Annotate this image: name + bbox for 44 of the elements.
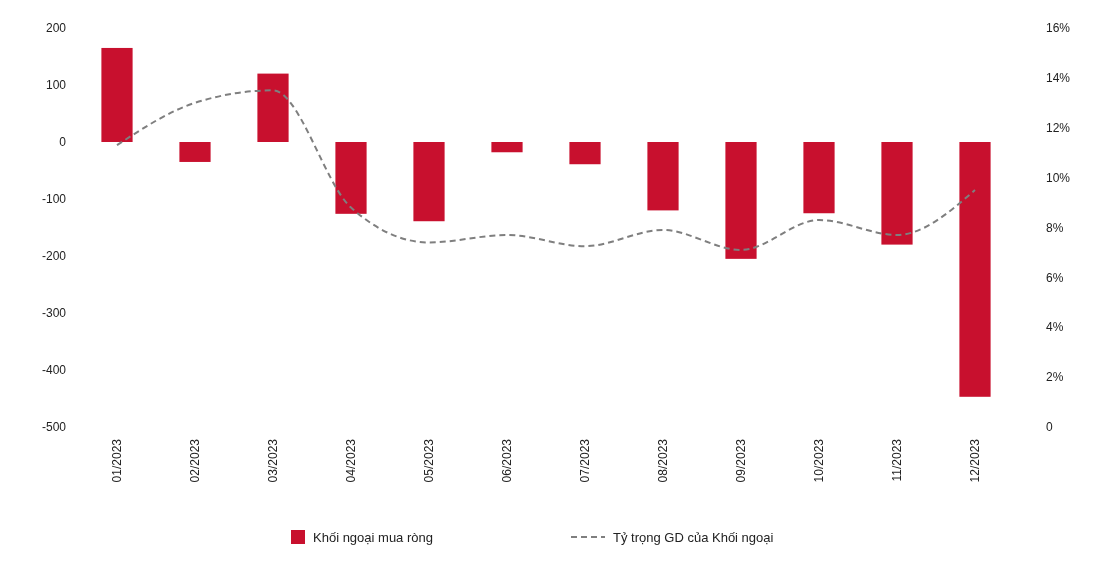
bar xyxy=(335,142,367,214)
bar xyxy=(647,142,679,211)
x-tick-label: 05/2023 xyxy=(422,438,437,483)
x-tick-label: 03/2023 xyxy=(266,438,281,483)
x-tick-label: 01/2023 xyxy=(110,438,125,483)
y-tick-label: -200 xyxy=(41,249,67,264)
bar xyxy=(569,142,601,165)
bar xyxy=(179,142,211,162)
bar xyxy=(881,142,913,245)
bar xyxy=(725,142,757,259)
line-series xyxy=(116,89,976,251)
y2-tick-label: 8% xyxy=(1046,220,1064,235)
y2-tick-label: 2% xyxy=(1046,370,1064,385)
bar xyxy=(257,73,289,142)
x-tick-label: 08/2023 xyxy=(656,438,671,483)
y-tick-label: 100 xyxy=(45,78,67,93)
y-tick-label: -100 xyxy=(41,192,67,207)
bar xyxy=(413,142,445,222)
y-tick-label: -300 xyxy=(41,306,67,321)
x-tick-label: 06/2023 xyxy=(500,438,515,483)
y2-tick-label: 0 xyxy=(1046,420,1053,435)
y-tick-label: 0 xyxy=(59,135,67,150)
y2-tick-label: 12% xyxy=(1046,120,1071,135)
x-tick-label: 04/2023 xyxy=(344,438,359,483)
y2-tick-label: 6% xyxy=(1046,270,1064,285)
y-tick-label: -500 xyxy=(41,420,67,435)
x-tick-label: 07/2023 xyxy=(578,438,593,483)
x-tick-label: 09/2023 xyxy=(734,438,749,483)
y2-tick-label: 16% xyxy=(1046,21,1071,36)
x-tick-label: 12/2023 xyxy=(968,438,983,483)
y2-tick-label: 10% xyxy=(1046,170,1071,185)
bar xyxy=(491,142,523,153)
legend-label: Tỷ trọng GD của Khối ngoại xyxy=(613,529,774,545)
bar xyxy=(101,47,133,142)
bar xyxy=(959,142,991,397)
legend-label: Khối ngoại mua ròng xyxy=(313,529,433,545)
y-tick-label: 200 xyxy=(45,21,67,36)
y-tick-label: -400 xyxy=(41,363,67,378)
x-tick-label: 02/2023 xyxy=(188,438,203,483)
y2-tick-label: 4% xyxy=(1046,320,1064,335)
bar xyxy=(803,142,835,214)
x-tick-label: 11/2023 xyxy=(890,438,905,482)
x-tick-label: 10/2023 xyxy=(812,438,827,483)
y2-tick-label: 14% xyxy=(1046,71,1071,86)
